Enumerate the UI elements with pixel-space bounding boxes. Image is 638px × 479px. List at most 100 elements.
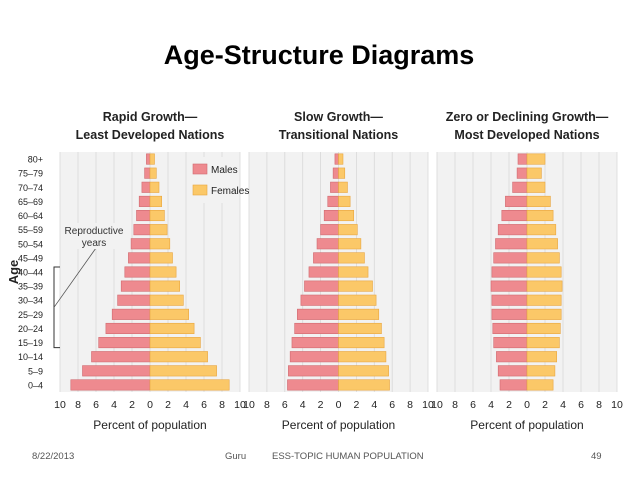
male-bar xyxy=(334,153,339,165)
male-bar xyxy=(491,294,528,306)
x-tick-label: 4 xyxy=(111,399,117,411)
female-bar xyxy=(338,195,351,207)
x-axis-label: Percent of population xyxy=(93,418,206,432)
female-bar xyxy=(149,308,190,320)
x-tick-label: 2 xyxy=(318,399,324,411)
x-tick-label: 6 xyxy=(578,399,584,411)
x-tick-label: 0 xyxy=(524,399,530,411)
legend-swatch-males xyxy=(192,163,208,175)
panel-title-line2: Most Developed Nations xyxy=(454,128,599,142)
footer-author: Guru xyxy=(225,451,247,462)
female-bar xyxy=(526,195,551,207)
age-tick-label: 50–54 xyxy=(18,239,43,249)
female-bar xyxy=(338,153,344,165)
female-bar xyxy=(338,379,390,391)
male-bar xyxy=(287,379,339,391)
male-bar xyxy=(124,266,151,278)
x-tick-label: 2 xyxy=(506,399,512,411)
x-tick-label: 4 xyxy=(300,399,306,411)
x-tick-label: 10 xyxy=(611,399,623,411)
age-tick-label: 25–29 xyxy=(18,310,43,320)
male-bar xyxy=(512,181,528,193)
female-bar xyxy=(526,210,554,222)
female-bar xyxy=(526,322,561,334)
x-tick-label: 2 xyxy=(353,399,359,411)
x-tick-label: 8 xyxy=(596,399,602,411)
x-tick-label: 8 xyxy=(219,399,225,411)
x-tick-label: 6 xyxy=(282,399,288,411)
x-tick-label: 10 xyxy=(422,399,434,411)
age-tick-label: 60–64 xyxy=(18,211,43,221)
footer-topic: ESS-TOPIC HUMAN POPULATION xyxy=(272,451,424,462)
x-tick-label: 6 xyxy=(93,399,99,411)
male-bar xyxy=(105,322,151,334)
male-bar xyxy=(82,365,151,377)
female-bar xyxy=(526,153,546,165)
x-tick-label: 8 xyxy=(452,399,458,411)
female-bar xyxy=(526,280,563,292)
male-bar xyxy=(332,167,339,179)
legend-label-females: Females xyxy=(211,186,249,197)
male-bar xyxy=(501,210,528,222)
female-bar xyxy=(526,266,562,278)
male-bar xyxy=(308,266,339,278)
female-bar xyxy=(338,210,355,222)
male-bar xyxy=(291,337,339,349)
x-tick-label: 0 xyxy=(147,399,153,411)
female-bar xyxy=(526,337,560,349)
x-tick-label: 10 xyxy=(234,399,246,411)
male-bar xyxy=(289,351,339,363)
male-bar xyxy=(490,280,528,292)
annotation-line1: Reproductive xyxy=(65,226,124,237)
x-tick-label: 4 xyxy=(560,399,566,411)
age-tick-label: 70–74 xyxy=(18,183,43,193)
x-tick-label: 10 xyxy=(243,399,255,411)
age-tick-label: 55–59 xyxy=(18,225,43,235)
male-bar xyxy=(133,224,151,236)
x-tick-label: 8 xyxy=(407,399,413,411)
x-tick-label: 0 xyxy=(336,399,342,411)
male-bar xyxy=(130,238,151,250)
age-tick-label: 80+ xyxy=(28,155,43,165)
male-bar xyxy=(320,224,339,236)
x-tick-label: 4 xyxy=(488,399,494,411)
panel-title-line1: Zero or Declining Growth— xyxy=(446,110,609,124)
x-tick-label: 4 xyxy=(183,399,189,411)
legend-swatch-females xyxy=(192,184,208,196)
age-tick-label: 65–69 xyxy=(18,197,43,207)
male-bar xyxy=(297,308,339,320)
female-bar xyxy=(338,238,362,250)
male-bar xyxy=(91,351,151,363)
x-axis-label: Percent of population xyxy=(470,418,583,432)
x-tick-label: 2 xyxy=(542,399,548,411)
male-bar xyxy=(111,308,151,320)
female-bar xyxy=(149,210,165,222)
female-bar xyxy=(338,294,377,306)
age-tick-label: 0–4 xyxy=(28,380,43,390)
age-tick-label: 30–34 xyxy=(18,296,43,306)
female-bar xyxy=(149,322,195,334)
female-bar xyxy=(526,351,558,363)
age-tick-label: 5–9 xyxy=(28,366,43,376)
male-bar xyxy=(323,210,339,222)
x-tick-label: 10 xyxy=(431,399,443,411)
x-axis-label: Percent of population xyxy=(282,418,395,432)
female-bar xyxy=(526,379,554,391)
female-bar xyxy=(526,365,556,377)
female-bar xyxy=(338,365,389,377)
female-bar xyxy=(149,351,208,363)
x-tick-label: 2 xyxy=(129,399,135,411)
male-bar xyxy=(491,308,528,320)
female-bar xyxy=(149,238,171,250)
female-bar xyxy=(338,181,348,193)
female-bar xyxy=(149,379,230,391)
male-bar xyxy=(144,167,151,179)
male-bar xyxy=(70,379,151,391)
male-bar xyxy=(497,224,528,236)
male-bar xyxy=(517,153,528,165)
female-bar xyxy=(149,266,177,278)
female-bar xyxy=(526,167,542,179)
panel-title-line1: Rapid Growth— xyxy=(103,110,198,124)
male-bar xyxy=(136,210,151,222)
panel-title-line2: Transitional Nations xyxy=(279,128,399,142)
